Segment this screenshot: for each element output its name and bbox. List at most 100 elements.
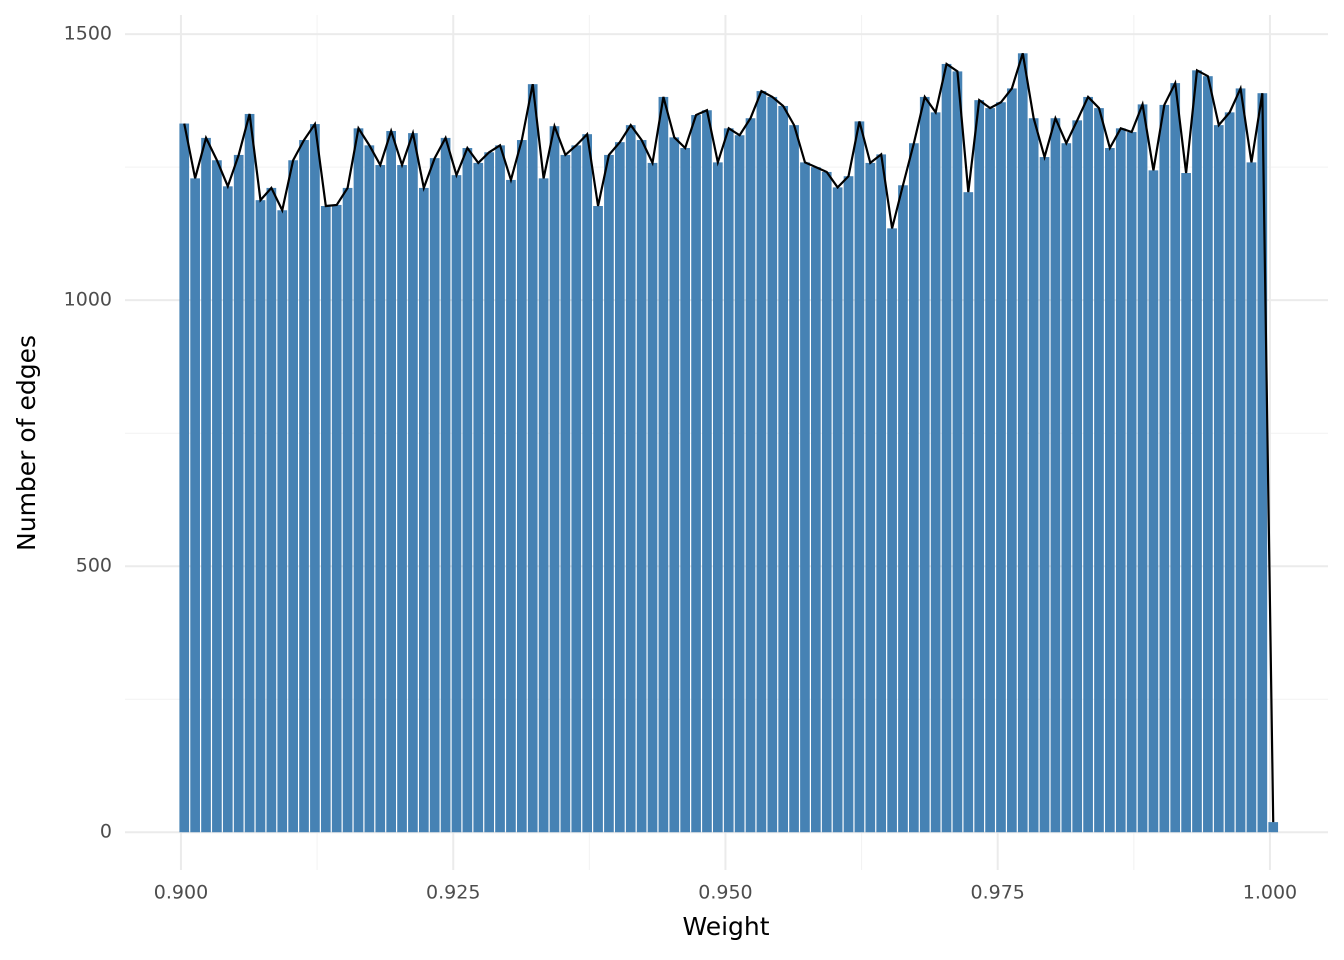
- bar: [266, 187, 277, 833]
- bar: [277, 210, 288, 833]
- bar: [604, 154, 614, 833]
- bar: [255, 200, 266, 833]
- bar: [1181, 173, 1191, 833]
- bar: [996, 102, 1006, 833]
- bar: [593, 206, 603, 833]
- bar: [1039, 157, 1050, 833]
- trend-line: [183, 52, 1275, 823]
- bar: [1159, 104, 1170, 833]
- bar: [549, 126, 560, 833]
- bar: [898, 185, 908, 833]
- bar: [364, 145, 375, 833]
- bar: [1224, 112, 1235, 833]
- y-axis-title: Number of edges: [12, 335, 41, 551]
- bar: [712, 162, 723, 833]
- bar: [1094, 108, 1104, 833]
- bar: [288, 160, 298, 833]
- bar: [342, 187, 353, 833]
- bar: [636, 140, 647, 833]
- bar: [222, 186, 233, 833]
- bar: [876, 154, 887, 833]
- bar: [702, 110, 712, 833]
- bar: [1246, 162, 1257, 833]
- bar: [1061, 143, 1072, 833]
- bar: [244, 113, 255, 833]
- bar: [1105, 148, 1115, 833]
- bar: [538, 178, 549, 833]
- y-tick-label: 1000: [64, 289, 112, 311]
- bar: [375, 165, 386, 833]
- bar: [680, 148, 691, 833]
- y-tick-label: 500: [76, 555, 112, 577]
- bar: [353, 128, 364, 833]
- bar: [767, 96, 778, 833]
- bar: [778, 105, 789, 833]
- bar: [811, 167, 821, 833]
- bar: [658, 96, 669, 833]
- bar: [320, 206, 331, 833]
- bar: [1007, 88, 1017, 833]
- bar: [941, 63, 952, 833]
- bar: [821, 171, 832, 833]
- x-tick-label: 1.000: [1243, 882, 1297, 904]
- y-tick-label: 1500: [64, 23, 112, 45]
- bar: [952, 71, 963, 833]
- bar: [832, 187, 843, 833]
- x-axis-title: Weight: [682, 912, 769, 941]
- bar: [212, 160, 222, 833]
- bar: [734, 135, 745, 833]
- bar: [1072, 120, 1083, 833]
- bar: [723, 128, 734, 833]
- bar: [1050, 118, 1061, 833]
- bar: [985, 108, 995, 833]
- bar: [1170, 83, 1181, 833]
- bar: [625, 125, 636, 833]
- bar: [462, 148, 473, 833]
- bar: [1115, 128, 1126, 833]
- bar: [647, 162, 658, 833]
- bar: [429, 158, 440, 833]
- bar: [1017, 53, 1028, 833]
- bar: [930, 112, 941, 833]
- bar: [1235, 88, 1246, 833]
- bar: [691, 115, 701, 833]
- bar: [386, 130, 396, 833]
- bar: [1148, 170, 1159, 833]
- bar: [1257, 93, 1268, 833]
- bar: [440, 137, 451, 833]
- bar: [299, 140, 309, 833]
- bar: [408, 133, 418, 833]
- bar: [887, 228, 897, 833]
- bar: [756, 91, 767, 833]
- bar: [451, 175, 462, 833]
- bar: [919, 96, 930, 833]
- bar: [179, 123, 190, 833]
- bar: [1192, 70, 1202, 833]
- bar: [789, 125, 799, 833]
- bar: [669, 137, 680, 833]
- bar: [506, 179, 516, 833]
- bar: [1028, 118, 1039, 833]
- bar: [495, 145, 505, 833]
- x-tick-label: 0.900: [154, 882, 208, 904]
- bar: [560, 154, 571, 833]
- bar: [418, 187, 429, 833]
- bar: [516, 140, 527, 833]
- bar: [582, 134, 593, 833]
- bar: [1213, 125, 1224, 833]
- bar: [614, 142, 625, 833]
- bar: [865, 162, 876, 833]
- bar: [527, 84, 538, 833]
- bar: [233, 154, 244, 833]
- x-tick-label: 0.925: [426, 882, 480, 904]
- bar: [843, 176, 854, 833]
- bar: [745, 118, 756, 833]
- y-tick-label: 0: [100, 821, 112, 843]
- bar: [190, 178, 200, 833]
- bar: [201, 137, 211, 833]
- bar: [397, 165, 407, 833]
- bar: [571, 145, 582, 833]
- bar: [310, 124, 320, 833]
- bar: [1268, 822, 1279, 833]
